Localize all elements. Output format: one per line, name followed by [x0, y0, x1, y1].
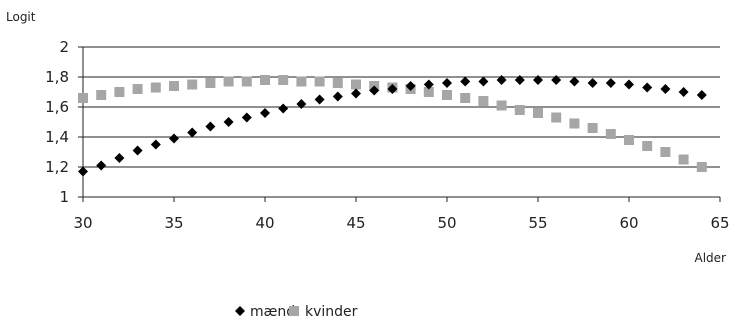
y-tick-label: 1 — [59, 188, 69, 206]
kvinder-data-point — [460, 93, 471, 103]
x-tick-label: 55 — [528, 214, 547, 232]
x-axis-ticks: 30 35 40 45 50 55 60 65 — [73, 197, 730, 232]
legend-label-kvinder: kvinder — [305, 304, 358, 320]
maend-data-point — [660, 84, 671, 94]
x-tick-label: 40 — [255, 214, 274, 232]
maend-data-point — [496, 75, 507, 85]
legend-marker-kvinder — [289, 306, 299, 316]
maend-data-point — [587, 78, 598, 88]
kvinder-data-point — [150, 82, 161, 93]
maend-data-point — [223, 117, 234, 127]
maend-data-point — [260, 108, 270, 118]
maend-data-point — [533, 75, 543, 85]
legend-label-maend: mænd — [250, 304, 295, 320]
maend-data-point — [169, 133, 179, 144]
maend-data-point — [369, 85, 380, 96]
x-tick-label: 50 — [437, 214, 456, 232]
maend-data-point — [696, 90, 707, 100]
kvinder-data-point — [296, 76, 307, 87]
kvinder-data-point — [187, 79, 198, 90]
y-tick-label: 1,4 — [45, 128, 69, 146]
kvinder-data-point — [478, 96, 489, 106]
maend-data-point — [624, 79, 634, 90]
kvinder-data-point — [533, 108, 543, 118]
maend-data-point — [96, 160, 107, 171]
y-tick-label: 1,2 — [45, 158, 69, 176]
x-tick-label: 60 — [619, 214, 638, 232]
kvinder-data-point — [223, 76, 234, 87]
y-axis-title: Logit — [6, 10, 36, 24]
kvinder-data-point — [332, 78, 343, 88]
maend-data-point — [442, 78, 452, 88]
maend-data-point — [423, 79, 434, 90]
maend-data-point — [78, 166, 88, 177]
y-tick-label: 1,6 — [45, 98, 69, 116]
legend: mænd kvinder — [235, 304, 358, 320]
kvinder-data-point — [696, 162, 707, 172]
kvinder-data-point — [169, 81, 179, 91]
kvinder-data-point — [514, 105, 525, 115]
kvinder-data-point — [205, 78, 216, 88]
kvinder-data-point — [78, 93, 88, 103]
maend-data-point — [478, 76, 489, 87]
data-markers — [78, 75, 707, 177]
kvinder-data-point — [260, 75, 270, 85]
maend-data-point — [569, 76, 580, 87]
kvinder-data-point — [605, 129, 616, 139]
x-tick-label: 30 — [73, 214, 92, 232]
kvinder-data-point — [314, 76, 325, 87]
maend-data-point — [296, 99, 307, 109]
maend-data-point — [150, 139, 161, 150]
y-tick-label: 1,8 — [45, 68, 69, 86]
kvinder-data-point — [587, 123, 598, 133]
kvinder-data-point — [132, 84, 143, 94]
maend-data-point — [678, 87, 689, 97]
maend-data-point — [332, 91, 343, 102]
maend-data-point — [605, 78, 616, 88]
maend-data-point — [114, 153, 125, 163]
maend-data-point — [460, 76, 471, 87]
kvinder-data-point — [569, 118, 580, 129]
x-tick-label: 35 — [164, 214, 183, 232]
y-tick-label: 2 — [59, 38, 69, 56]
kvinder-data-point — [114, 87, 125, 97]
gridlines — [83, 46, 720, 168]
maend-data-point — [514, 75, 525, 85]
kvinder-data-point — [678, 154, 689, 165]
kvinder-data-point — [442, 90, 452, 100]
kvinder-data-point — [351, 79, 361, 90]
kvinder-data-point — [624, 135, 634, 145]
kvinder-data-point — [96, 90, 107, 100]
maend-data-point — [314, 94, 325, 105]
maend-data-point — [405, 81, 416, 91]
legend-marker-maend — [235, 306, 245, 316]
kvinder-data-point — [278, 75, 289, 85]
x-axis-title: Alder — [695, 251, 727, 265]
maend-data-point — [551, 75, 562, 85]
x-tick-label: 65 — [710, 214, 729, 232]
kvinder-data-point — [642, 141, 653, 151]
maend-data-point — [642, 82, 653, 93]
kvinder-data-point — [423, 87, 434, 97]
kvinder-data-point — [241, 76, 252, 87]
maend-data-point — [351, 88, 361, 99]
x-tick-label: 45 — [346, 214, 365, 232]
maend-data-point — [187, 127, 198, 138]
maend-data-point — [205, 121, 216, 132]
y-axis-ticks: 1 1,2 1,4 1,6 1,8 2 — [45, 38, 83, 206]
kvinder-data-point — [496, 100, 507, 111]
maend-data-point — [241, 112, 252, 123]
maend-data-point — [278, 103, 289, 114]
kvinder-data-point — [551, 112, 562, 123]
maend-data-point — [387, 84, 398, 94]
kvinder-data-point — [660, 147, 671, 157]
maend-data-point — [132, 145, 143, 156]
